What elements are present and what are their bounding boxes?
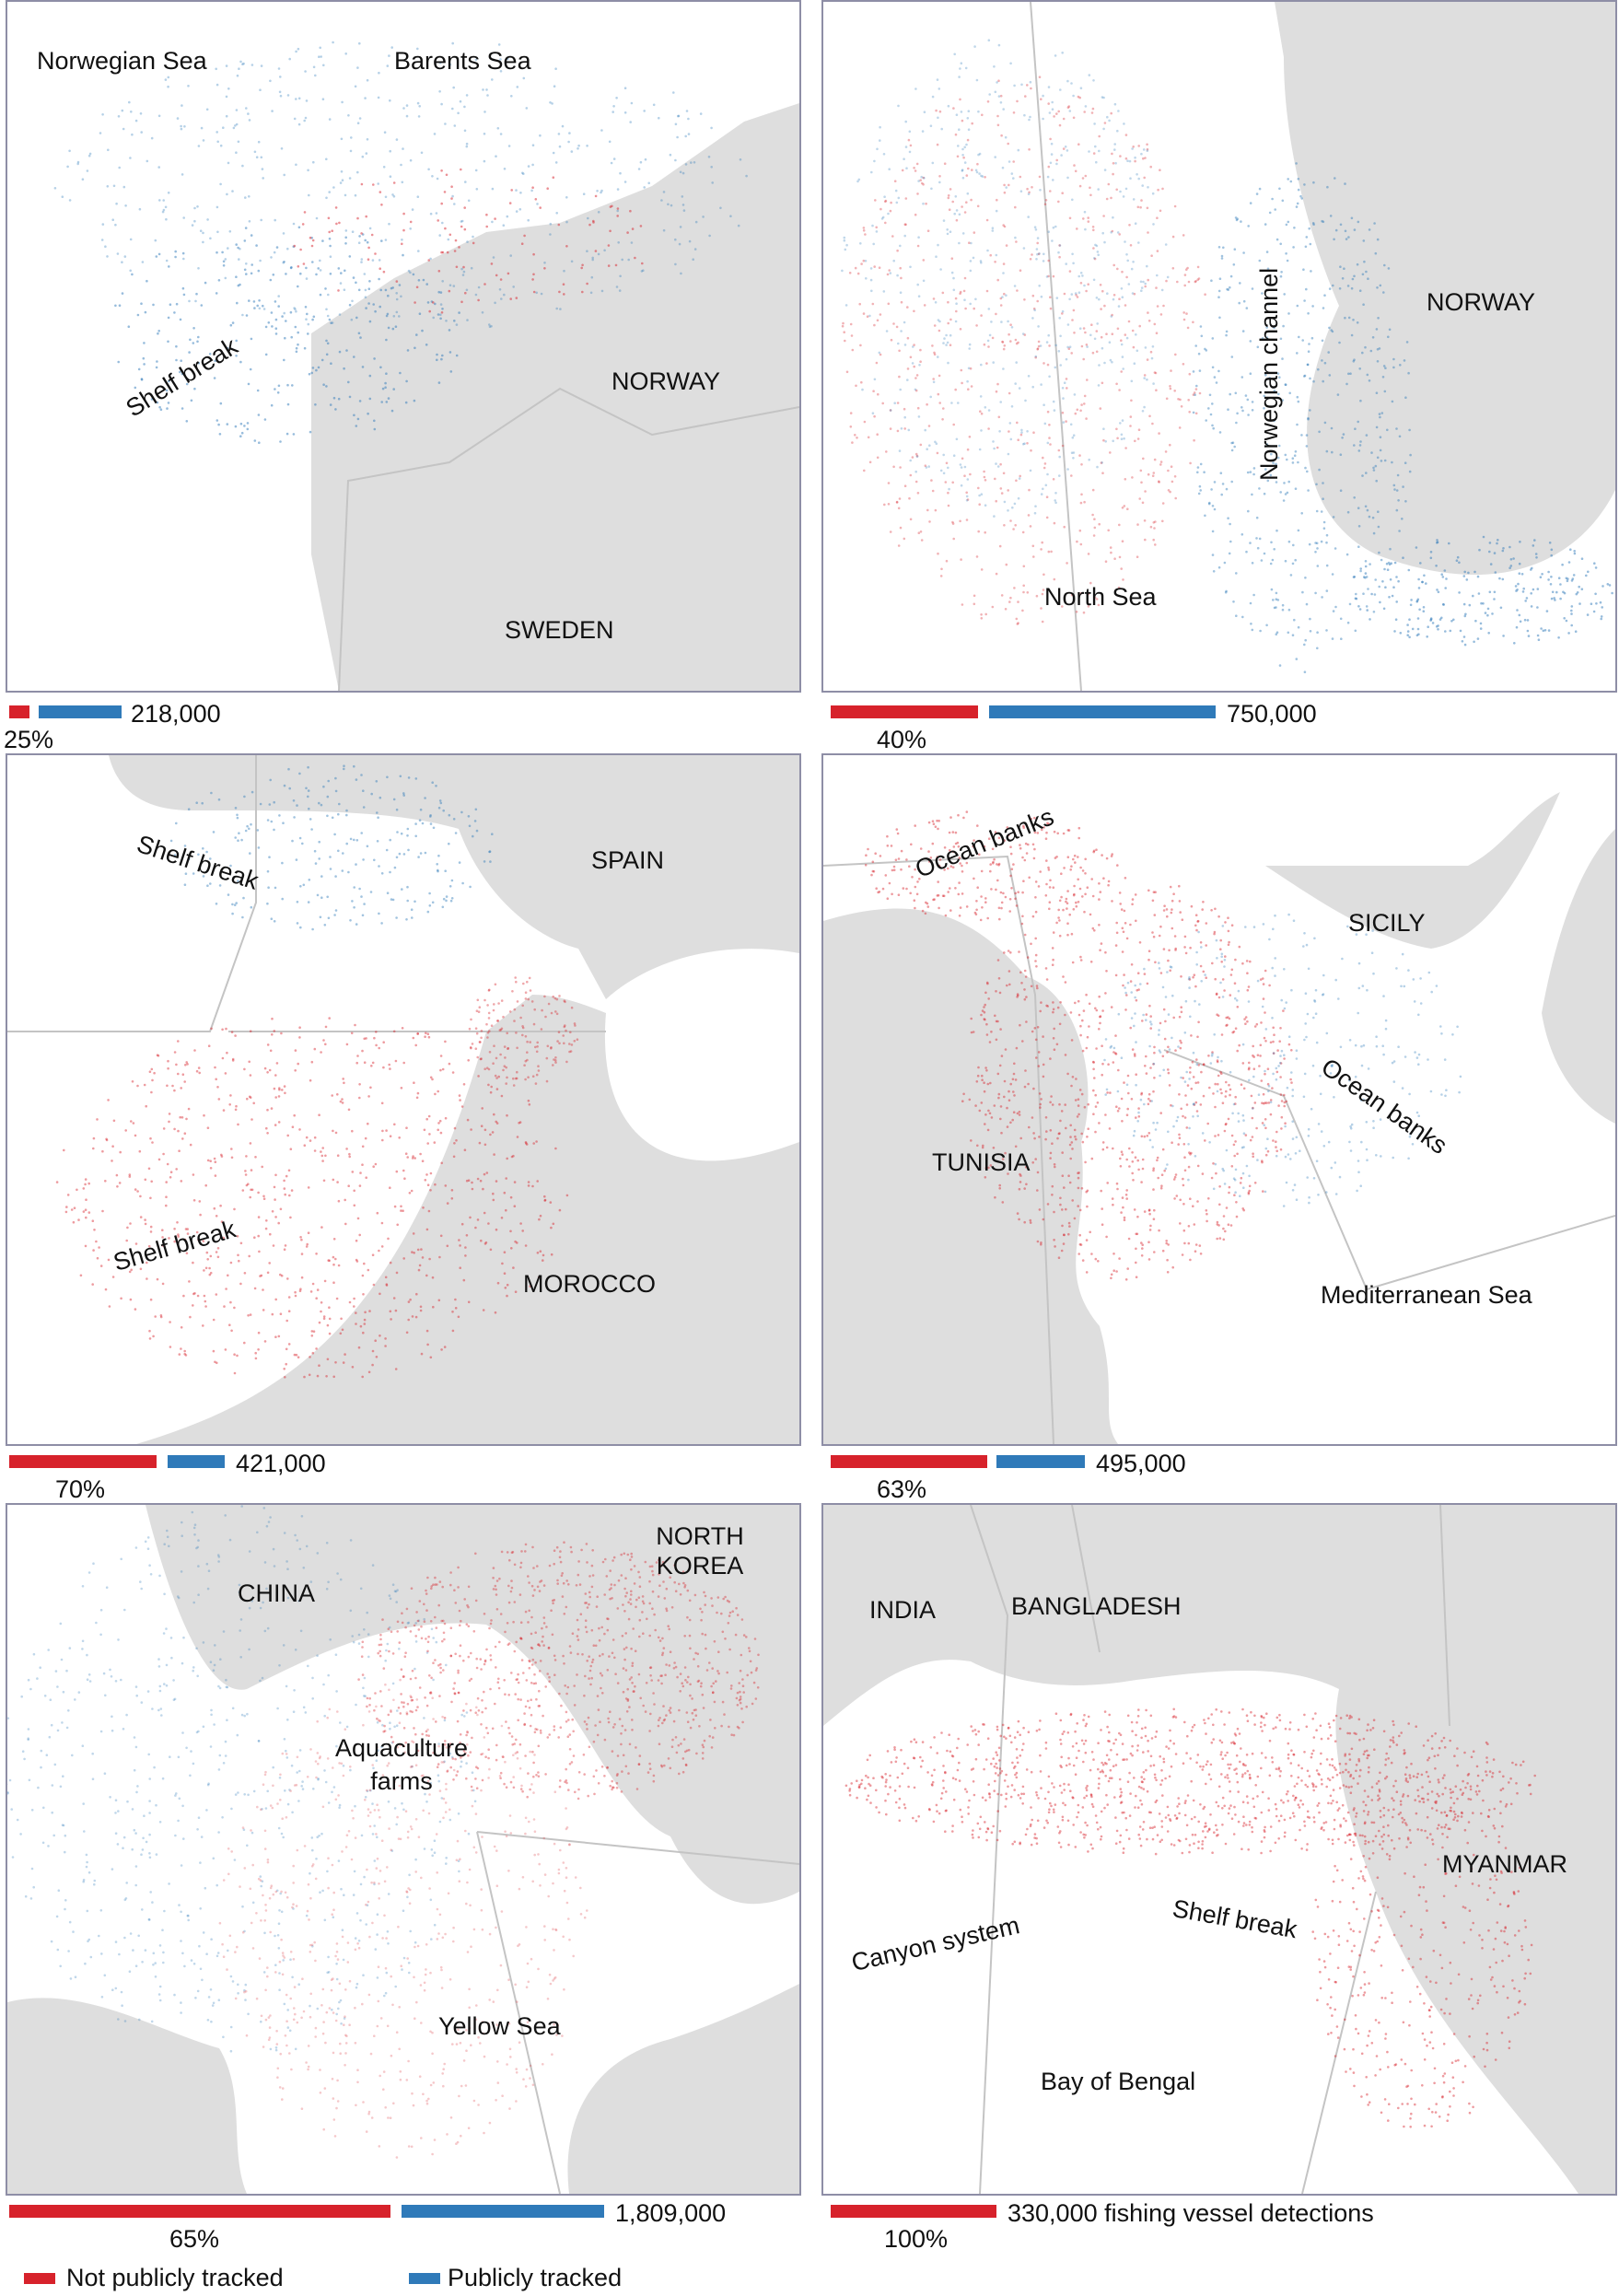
map-graphic-sicily-tunisia [823, 792, 1615, 1444]
percent-not-tracked-norway-barents: 25% [4, 726, 54, 753]
map-graphic-bay-of-bengal [823, 1505, 1615, 2194]
map-graphic-north-sea [841, 2, 1615, 691]
bar-not-tracked-sicily-tunisia [831, 1455, 987, 1468]
label-norway: NORWAY [1427, 288, 1536, 316]
total-detections-north-sea: 750,000 [1227, 700, 1317, 728]
percent-not-tracked-gibraltar: 70% [55, 1475, 106, 1503]
bar-not-tracked-gibraltar [9, 1455, 157, 1468]
bar-tracked-norway-barents [39, 705, 122, 718]
bar-tracked-gibraltar [168, 1455, 225, 1468]
label-norway: NORWAY [611, 367, 721, 395]
label-norwegian-sea: Norwegian Sea [37, 47, 207, 75]
label-bangladesh: BANGLADESH [1011, 1592, 1182, 1620]
total-detections-yellow-sea: 1,809,000 [615, 2199, 727, 2227]
label-tunisia: TUNISIA [932, 1148, 1031, 1176]
legend-swatch-not-tracked [24, 2273, 55, 2284]
legend-label-tracked: Publicly tracked [448, 2264, 623, 2291]
map-graphic-gibraltar [7, 755, 799, 1444]
total-detections-sicily-tunisia: 495,000 [1096, 1450, 1186, 1477]
label-sweden: SWEDEN [505, 616, 614, 644]
label-mediterranean-sea: Mediterranean Sea [1321, 1281, 1532, 1309]
label-spain: SPAIN [591, 846, 665, 874]
legend-swatch-tracked [409, 2273, 440, 2284]
bar-not-tracked-north-sea [831, 705, 978, 718]
legend-label-not-tracked: Not publicly tracked [66, 2264, 284, 2291]
label-china: CHINA [238, 1579, 316, 1607]
bar-not-tracked-bay-of-bengal [831, 2205, 996, 2218]
bar-tracked-sicily-tunisia [996, 1455, 1085, 1468]
label-norwegian-channel: Norwegian channel [1255, 267, 1283, 481]
label-barents-sea: Barents Sea [394, 47, 531, 75]
map-panel-bay-of-bengal: INDIA BANGLADESH MYANMAR Canyon system S… [821, 1503, 1617, 2196]
label-aquaculture-line1: Aquaculture [334, 1734, 469, 1762]
percent-not-tracked-bay-of-bengal: 100% [884, 2225, 949, 2253]
label-aquaculture-line2: farms [370, 1767, 433, 1795]
map-graphic-yellow-sea [7, 1505, 799, 2194]
bar-not-tracked-norway-barents [9, 705, 29, 718]
bar-not-tracked-yellow-sea [9, 2205, 390, 2218]
total-detections-norway-barents: 218,000 [131, 700, 221, 728]
map-panel-gibraltar: Shelf break SPAIN Shelf break MOROCCO [6, 753, 801, 1446]
map-panel-sicily-tunisia: Ocean banks SICILY TUNISIA Ocean banks M… [821, 753, 1617, 1446]
label-morocco: MOROCCO [523, 1270, 656, 1298]
label-india: INDIA [869, 1596, 937, 1624]
label-north-korea-line2: KOREA [656, 1552, 744, 1579]
total-detections-bay-of-bengal: 330,000 fishing vessel detections [1008, 2199, 1374, 2227]
label-yellow-sea: Yellow Sea [438, 2012, 561, 2040]
percent-not-tracked-yellow-sea: 65% [169, 2225, 220, 2253]
label-bay-of-bengal: Bay of Bengal [1041, 2068, 1196, 2095]
label-myanmar: MYANMAR [1442, 1850, 1568, 1878]
percent-not-tracked-sicily-tunisia: 63% [877, 1475, 927, 1503]
map-graphic-norway-barents [53, 41, 799, 691]
map-panel-yellow-sea: CHINA NORTH KOREA Aquaculture farms Yell… [6, 1503, 801, 2196]
total-detections-gibraltar: 421,000 [236, 1450, 326, 1477]
label-north-sea: North Sea [1044, 583, 1157, 611]
bar-tracked-yellow-sea [402, 2205, 604, 2218]
bar-tracked-north-sea [989, 705, 1216, 718]
map-panel-north-sea: Norwegian channel NORWAY North Sea [821, 0, 1617, 693]
map-panel-norway-barents: Norwegian Sea Barents Sea Shelf break NO… [6, 0, 801, 693]
label-north-korea-line1: NORTH [656, 1522, 744, 1550]
percent-not-tracked-north-sea: 40% [877, 726, 927, 753]
label-sicily: SICILY [1348, 909, 1426, 937]
